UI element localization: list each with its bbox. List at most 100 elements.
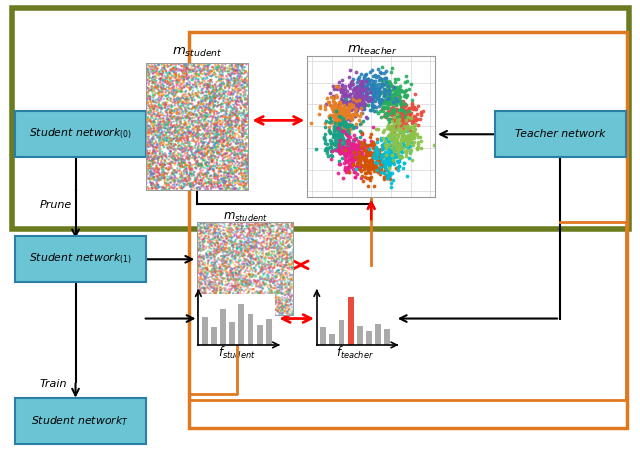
Point [180, 165, 190, 173]
Point [243, 112, 253, 119]
Point [248, 248, 258, 256]
Point [200, 298, 210, 306]
Point [213, 109, 223, 117]
Point [152, 99, 162, 106]
Point [246, 261, 256, 268]
Point [405, 131, 415, 138]
Point [230, 111, 241, 119]
Point [360, 157, 371, 165]
Point [413, 138, 423, 146]
Point [273, 308, 283, 315]
Point [213, 243, 223, 250]
Point [172, 108, 182, 116]
Point [231, 231, 241, 238]
Point [166, 61, 177, 68]
Point [243, 96, 253, 104]
Point [341, 92, 351, 100]
Point [401, 152, 412, 160]
Point [404, 137, 414, 144]
Point [394, 119, 404, 126]
Point [221, 259, 231, 267]
Point [147, 159, 157, 167]
Point [231, 59, 241, 67]
Point [215, 291, 225, 299]
Point [333, 143, 343, 150]
Point [190, 164, 200, 171]
Point [223, 119, 234, 127]
Point [258, 295, 268, 303]
Point [166, 124, 176, 131]
Point [175, 123, 186, 130]
Point [253, 301, 263, 309]
Point [215, 81, 225, 88]
Point [212, 88, 222, 95]
Point [153, 109, 163, 117]
Point [235, 79, 245, 87]
Point [198, 229, 208, 236]
Point [170, 95, 180, 102]
Point [396, 117, 406, 124]
Point [228, 97, 238, 105]
Point [208, 248, 218, 255]
Point [348, 80, 358, 88]
Point [193, 128, 203, 136]
Point [173, 65, 183, 73]
Point [410, 125, 420, 133]
Point [223, 226, 234, 233]
Point [210, 253, 220, 260]
Point [385, 115, 396, 123]
Point [342, 146, 353, 154]
Point [168, 121, 179, 129]
Point [233, 245, 243, 252]
Point [257, 253, 268, 261]
Point [340, 107, 351, 114]
Point [257, 275, 268, 282]
Point [240, 242, 250, 249]
Point [157, 150, 168, 157]
Point [238, 131, 248, 139]
Point [223, 170, 233, 177]
Point [177, 80, 187, 87]
Point [347, 162, 357, 169]
Point [244, 258, 254, 266]
Point [202, 251, 212, 259]
Point [169, 74, 179, 81]
Point [228, 156, 238, 163]
Point [383, 119, 394, 126]
Point [209, 133, 219, 141]
Point [208, 113, 218, 120]
Point [193, 223, 204, 231]
Point [208, 238, 218, 246]
Point [269, 280, 279, 287]
Point [211, 92, 221, 100]
Point [254, 292, 264, 300]
Point [216, 232, 227, 239]
Point [325, 129, 335, 137]
Point [213, 171, 223, 179]
Point [281, 299, 291, 307]
Point [208, 84, 218, 92]
Point [171, 185, 181, 192]
Point [213, 178, 223, 186]
Point [216, 172, 227, 180]
Point [413, 133, 423, 140]
Point [235, 97, 245, 104]
Point [164, 74, 175, 81]
Point [147, 156, 157, 163]
Point [147, 62, 157, 69]
Point [278, 240, 289, 248]
Point [225, 180, 235, 187]
Point [181, 66, 191, 74]
Point [196, 145, 207, 153]
Point [179, 70, 189, 78]
Point [232, 241, 242, 249]
Point [245, 263, 255, 270]
Point [232, 75, 243, 82]
Point [188, 66, 198, 74]
Point [255, 221, 265, 229]
Point [173, 175, 184, 183]
Point [164, 174, 174, 181]
Bar [348, 297, 353, 345]
Point [278, 226, 288, 234]
Point [216, 85, 227, 93]
